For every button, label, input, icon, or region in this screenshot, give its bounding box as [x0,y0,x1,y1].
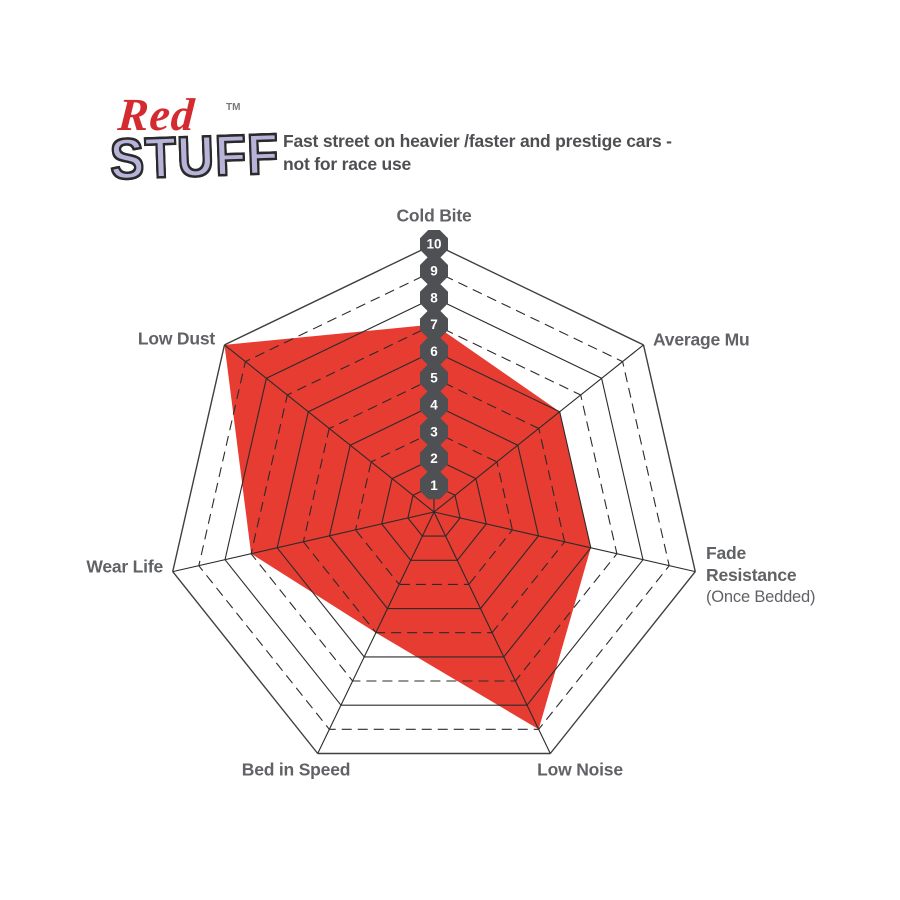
scale-badge-number: 10 [426,237,441,252]
grid-ring-segment [407,517,423,537]
axis-spoke [172,511,435,573]
grid-ring-segment [642,344,696,572]
scale-badge-number: 4 [430,398,438,413]
grid-ring-segment [445,517,461,537]
scale-badge-octagon [420,390,448,419]
grid-ring-segment [503,547,592,658]
scale-badge-octagon [420,337,448,366]
axis-label-low-dust: Low Dust [137,328,215,349]
grid-ring-segment [198,361,246,566]
grid-ring-segment [349,404,435,446]
grid-ring-segment [538,428,566,542]
grid-ring-segment [172,571,319,754]
grid-ring-segment [381,478,393,525]
grid-ring-segment [407,495,414,519]
grid-ring-segment [480,535,539,609]
grid-ring-segment [559,411,592,548]
grid-ring-segment [328,445,351,537]
grid-ring-segment [456,523,487,561]
scale-badge-octagon [420,417,448,446]
axis-spoke [433,511,551,754]
grid-ring-segment [433,404,519,446]
scale-badge-number: 5 [430,371,438,386]
grid-ring-segment [172,344,226,572]
grid-ring-segment [250,553,354,682]
grid-ring-segment [276,411,309,548]
axis-label-average-mu: Average Mu [653,329,750,350]
grid-ring-segment [250,394,288,554]
grid-ring-segment [224,378,267,560]
grid-ring-segment [491,541,566,634]
grid-ring-segment [538,565,670,730]
axis-spoke [224,344,435,513]
grid-ring-segment [433,243,644,346]
scale-badge-number: 7 [430,317,438,332]
fade-label-line1: Fade [706,543,747,563]
grid-ring-segment [224,243,435,346]
scale-badge-number: 8 [430,290,438,305]
grid-ring-segment [329,535,388,609]
grid-ring-segment [433,350,560,413]
grid-ring-segment [514,553,618,682]
fade-label-line2: Resistance [706,565,797,585]
grid-ring-segment [580,394,618,554]
scale-badge-number: 1 [430,478,438,493]
grid-ring-segment [355,461,372,531]
axis-label-fade-resistance: Fade Resistance (Once Bedded) [706,542,816,608]
grid-ring-segment [468,529,513,585]
grid-ring-segment [454,495,461,519]
grid-ring-segment [549,571,696,754]
axis-label-wear-life: Wear Life [86,556,163,577]
scale-badge-octagon [420,444,448,473]
scale-badge-octagon [420,471,448,500]
grid-ring-segment [517,445,540,537]
grid-ring-segment [266,297,435,379]
scale-badge-octagon [420,230,448,258]
scale-badge-number: 6 [430,344,438,359]
grid-ring-segment [433,270,623,363]
axis-label-cold-bite: Cold Bite [396,205,472,226]
grid-ring-segment [381,523,412,561]
scale-badge-number: 2 [430,451,438,466]
grid-ring-segment [355,529,400,585]
grid-ring-segment [496,461,513,531]
data-polygon [224,324,591,730]
grid-ring-segment [433,377,540,429]
scale-badge-octagon [420,256,448,285]
grid-ring-segment [433,297,602,379]
axis-label-bed-in-speed: Bed in Speed [241,759,351,780]
axis-spoke [433,344,644,513]
scale-badge-number: 3 [430,424,438,439]
grid-ring-segment [475,478,487,525]
trademark-symbol: TM [226,102,241,113]
grid-ring-segment [328,377,435,429]
scale-badge-number: 9 [430,264,438,279]
scale-badge-octagon [420,364,448,392]
grid-ring-segment [287,323,435,396]
redstuff-logo: Red TM STUFF [108,89,282,204]
scale-badge-octagon [420,283,448,312]
scale-badge-octagon [420,310,448,339]
grid-ring-segment [433,323,581,396]
axis-spoke [433,511,696,573]
axis-spoke [317,511,435,754]
grid-ring-segment [245,270,435,363]
grid-ring-segment [302,541,377,634]
grid-ring-segment [224,559,342,706]
grid-ring-segment [601,378,644,560]
grid-ring-segment [622,361,670,566]
grid-ring-segment [302,428,330,542]
axis-label-low-noise: Low Noise [537,759,623,780]
grid-ring-segment [198,565,330,730]
grid-ring-segment [308,350,435,413]
grid-ring-segment [370,431,435,463]
grid-ring-segment [276,547,365,658]
fade-label-sub: (Once Bedded) [706,588,816,606]
product-description: Fast street on heavier /faster and prest… [283,131,672,174]
grid-ring-segment [526,559,644,706]
